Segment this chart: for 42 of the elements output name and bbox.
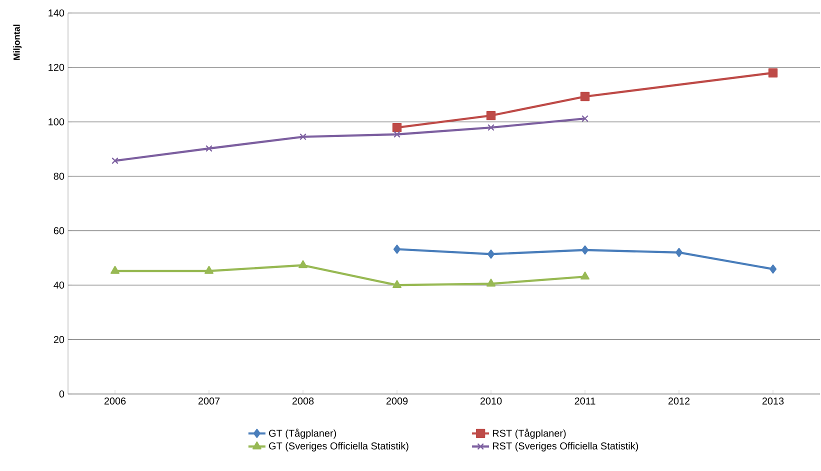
point [580,272,590,280]
x-tick-label: 2009 [386,398,408,405]
y-tick-label: 140 [48,9,64,17]
point [394,130,400,138]
point [392,280,402,288]
point [393,244,401,254]
point [487,250,495,259]
y-tick-label: 100 [48,118,64,126]
legend-label: GT (Sveriges Officiella Statistik) [269,442,408,452]
point [580,92,590,102]
point [488,124,494,131]
x-tick-label: 2008 [292,398,314,405]
point [206,145,212,152]
y-axis-title: Miljontal [13,24,22,60]
x-tick-label: 2007 [198,398,220,405]
point [110,266,120,274]
x-tick-label: 2010 [480,398,502,405]
x-tick-label: 2012 [668,398,690,405]
point [768,68,778,78]
y-tick-label: 80 [54,172,64,180]
y-tick-label: 40 [54,282,64,289]
y-tick-label: 0 [59,390,64,398]
legend-label: RST (Sveriges Officiella Statistik) [492,442,638,452]
point [392,122,402,132]
y-tick-label: 60 [54,227,64,234]
legend-label: GT (Tågplaner) [269,428,336,439]
x-tick-label: 2011 [574,398,596,405]
legend-label: RST (Tågplaner) [492,428,566,439]
point [581,245,589,255]
point [769,264,777,274]
point [298,260,308,268]
point [300,133,306,140]
point [582,115,588,122]
point [486,110,496,120]
point [204,266,214,274]
point [486,278,496,287]
point [112,157,118,164]
y-tick-label: 120 [48,64,64,71]
x-tick-label: 2006 [104,398,126,405]
x-tick-label: 2013 [762,398,784,405]
point [675,248,683,258]
y-tick-label: 20 [54,336,64,344]
